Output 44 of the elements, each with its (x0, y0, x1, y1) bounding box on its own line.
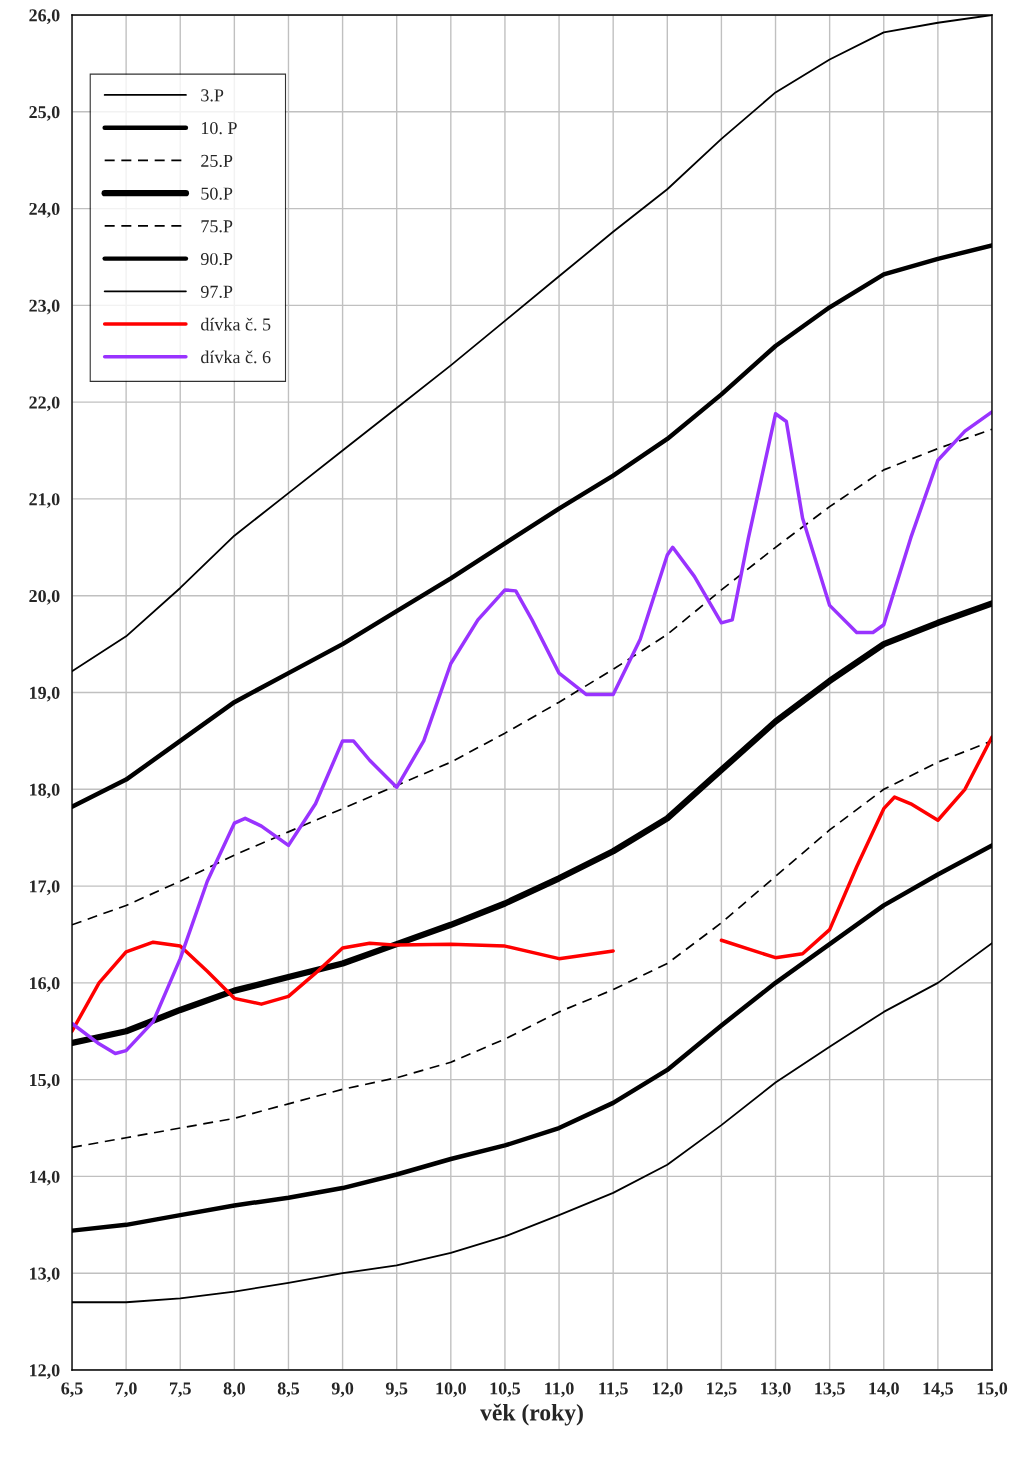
x-tick-label: 10,5 (490, 1382, 521, 1398)
y-tick-label: 20,0 (29, 589, 60, 605)
x-tick-label: 13,0 (761, 1382, 791, 1398)
legend-label: 25.P (201, 154, 233, 167)
x-tick-label: 14,0 (869, 1382, 899, 1398)
y-tick-label: 12,0 (30, 1364, 60, 1380)
y-tick-label: 26,0 (29, 9, 60, 25)
x-tick-label: 12,0 (652, 1382, 683, 1398)
x-tick-label: 9,5 (385, 1382, 408, 1398)
y-tick-label: 17,0 (30, 880, 60, 896)
x-tick-label: 8,0 (223, 1382, 245, 1398)
x-tick-label: 14,5 (923, 1382, 954, 1398)
legend-label: 10. P (201, 121, 237, 135)
y-tick-label: 24,0 (29, 202, 60, 218)
legend-label: 90.P (200, 252, 233, 266)
legend-label: 50.P (201, 187, 233, 200)
x-tick-label: 7,5 (169, 1382, 191, 1398)
y-tick-label: 23,0 (29, 299, 60, 315)
y-tick-label: 21,0 (29, 493, 60, 508)
x-tick-label: 13,5 (815, 1382, 845, 1398)
x-tick-label: 15,0 (977, 1382, 1008, 1398)
y-tick-label: 15,0 (30, 1073, 60, 1089)
y-tick-label: 22,0 (29, 396, 60, 412)
y-tick-label: 14,0 (30, 1170, 60, 1186)
x-tick-label: 11,0 (545, 1382, 574, 1398)
legend-label: 97.P (200, 285, 233, 298)
x-tick-label: 7,0 (115, 1382, 137, 1398)
y-tick-label: 16,0 (30, 977, 60, 992)
x-tick-label: 8,5 (277, 1382, 300, 1398)
y-tick-label: 19,0 (30, 686, 60, 702)
legend-label: dívka č. 6 (201, 350, 271, 364)
x-axis-title: věk (roky) (480, 1403, 583, 1426)
legend-label: 3.P (201, 89, 224, 102)
y-tick-label: 13,0 (30, 1267, 60, 1283)
legend-label: dívka č. 5 (201, 317, 271, 331)
legend-label: 75.P (201, 220, 233, 233)
x-tick-label: 9,0 (331, 1382, 354, 1398)
x-tick-label: 6,5 (61, 1382, 83, 1398)
line-series (72, 410, 992, 1056)
y-tick-label: 25,0 (29, 106, 60, 121)
y-tick-label: 18,0 (30, 783, 60, 799)
x-tick-label: 10,0 (436, 1382, 466, 1398)
x-tick-label: 12,5 (707, 1382, 737, 1398)
x-tick-label: 11,5 (599, 1382, 628, 1398)
